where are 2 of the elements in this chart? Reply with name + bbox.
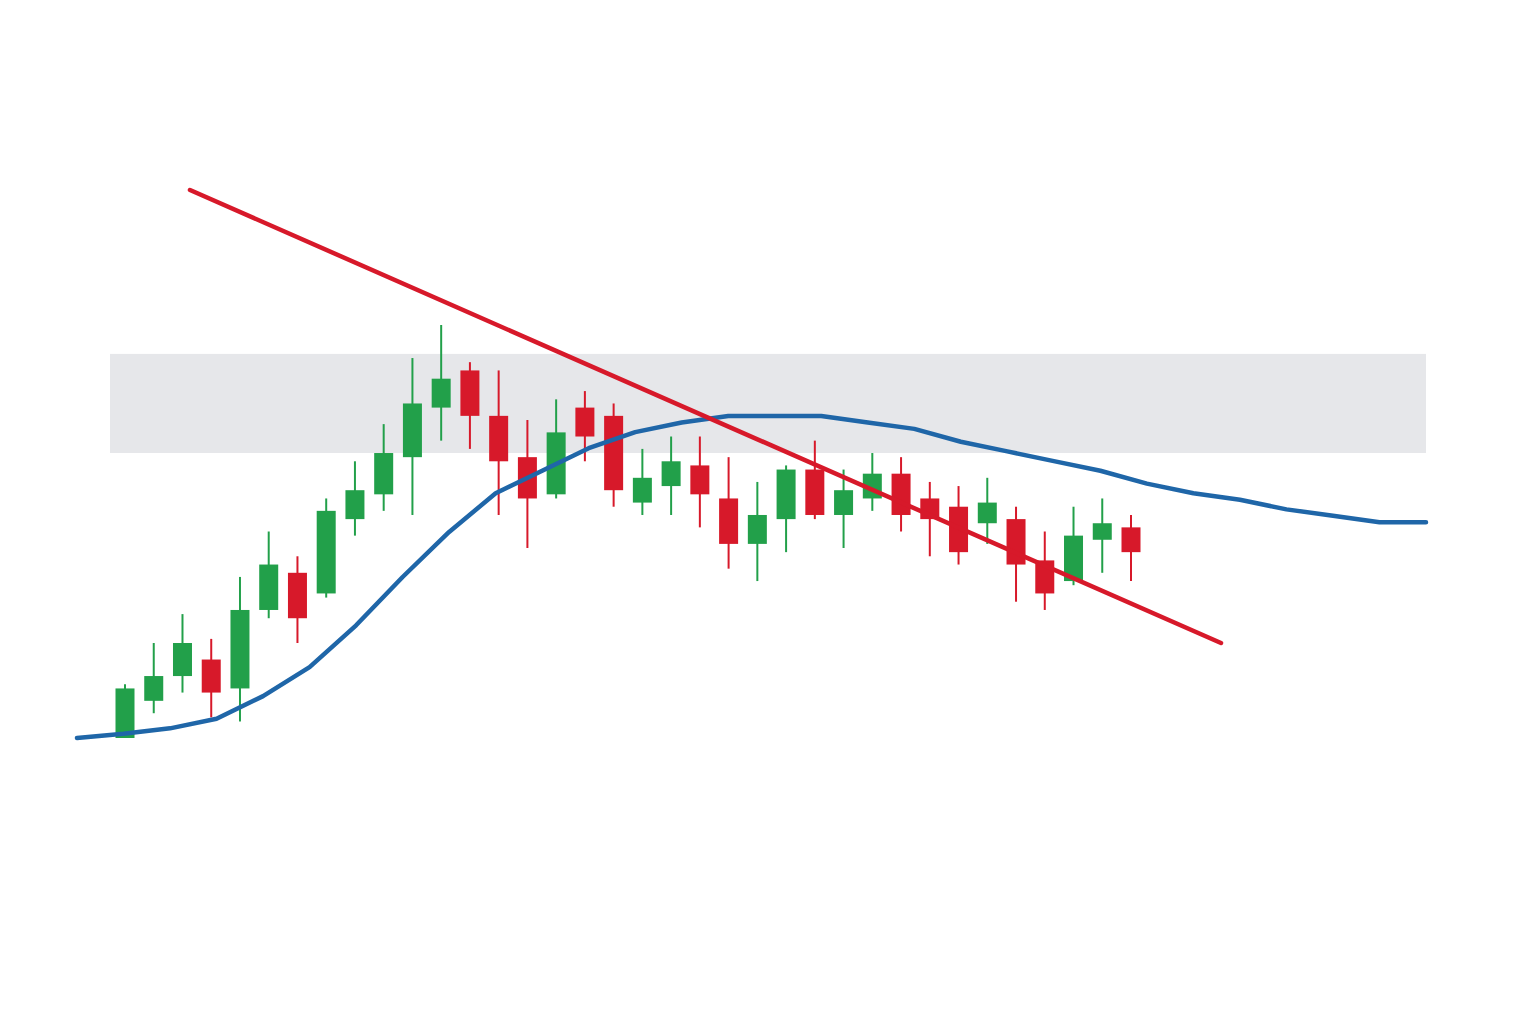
candlestick [1092,497,1112,574]
candlestick [977,476,997,545]
